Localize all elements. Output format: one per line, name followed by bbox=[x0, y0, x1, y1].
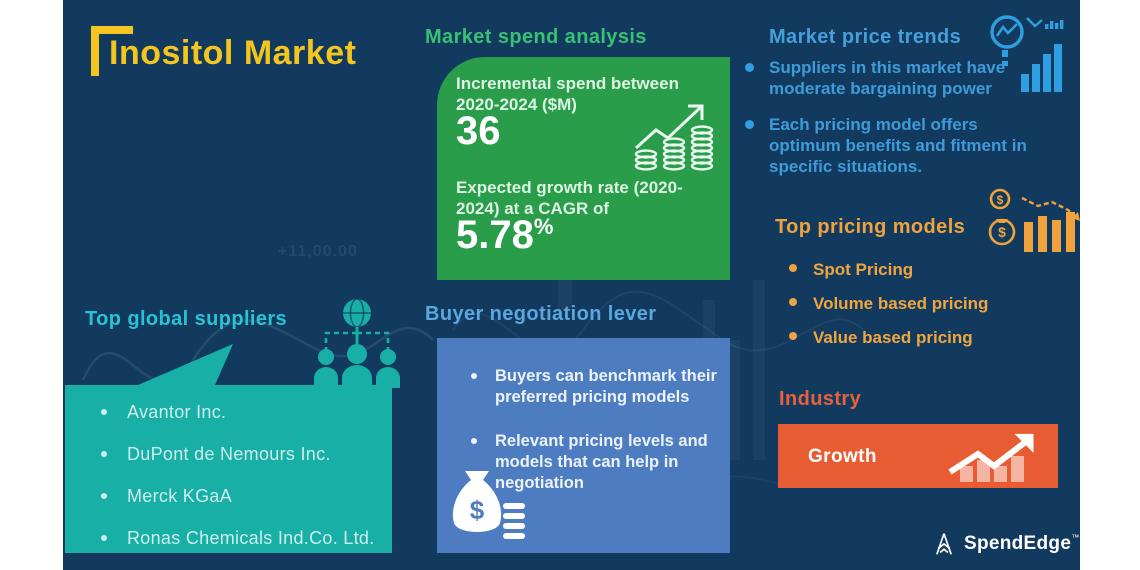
list-item: Relevant pricing levels and models that … bbox=[471, 431, 723, 493]
list-item: Merck KGaA bbox=[101, 486, 392, 507]
pricing-models-list: Spot Pricing Volume based pricing Value … bbox=[788, 260, 989, 362]
page-title: Inositol Market bbox=[109, 34, 357, 72]
svg-text:$: $ bbox=[470, 495, 485, 525]
svg-text:$: $ bbox=[997, 193, 1004, 207]
market-spend-header: Market spend analysis bbox=[425, 26, 647, 48]
list-item: Each pricing model offers optimum benefi… bbox=[745, 115, 1027, 176]
growth-arrow-bars-icon bbox=[948, 433, 1034, 482]
list-item: Suppliers in this market have moderate b… bbox=[745, 58, 1027, 99]
list-item: Ronas Chemicals Ind.Co. Ltd. bbox=[101, 528, 392, 549]
list-item: Spot Pricing bbox=[788, 260, 988, 280]
infographic-canvas: +11,00.00 Inositol Market Market spend a… bbox=[63, 0, 1080, 570]
trademark-symbol: ™ bbox=[1071, 532, 1080, 542]
brand-logo: SpendEdge ™ bbox=[931, 530, 1079, 558]
background-ticker-text: +11,00.00 bbox=[278, 243, 358, 260]
industry-value: Growth bbox=[808, 446, 877, 467]
list-item: Avantor Inc. bbox=[101, 402, 392, 423]
buyer-lever-header: Buyer negotiation lever bbox=[425, 303, 657, 325]
incremental-spend-value: 36 bbox=[456, 109, 501, 153]
magnifier-chart-icon bbox=[990, 15, 1064, 92]
svg-text:$: $ bbox=[998, 224, 1006, 240]
coins-growth-icon bbox=[634, 104, 714, 171]
money-bag-icon: $ bbox=[452, 471, 525, 539]
list-item: DuPont de Nemours Inc. bbox=[101, 444, 392, 465]
price-trends-header: Market price trends bbox=[769, 26, 962, 48]
growth-rate-label: Expected growth rate (2020-2024) at a CA… bbox=[456, 178, 683, 218]
brand-name: SpendEdge bbox=[964, 533, 1072, 554]
buyer-lever-card: Buyers can benchmark their preferred pri… bbox=[437, 338, 730, 553]
buyer-lever-list: Buyers can benchmark their preferred pri… bbox=[437, 338, 730, 493]
price-trends-list: Suppliers in this market have moderate b… bbox=[745, 58, 1045, 194]
growth-rate-value: 5.78% bbox=[456, 213, 553, 258]
market-spend-card: Incremental spend between 2020-2024 ($M)… bbox=[437, 57, 730, 280]
list-item: Buyers can benchmark their preferred pri… bbox=[471, 366, 723, 407]
suppliers-list: Avantor Inc. DuPont de Nemours Inc. Merc… bbox=[65, 344, 392, 549]
list-item: Volume based pricing bbox=[788, 294, 989, 313]
industry-card: Growth bbox=[778, 424, 1058, 488]
globe-network-people-icon bbox=[314, 298, 400, 388]
percent-sign: % bbox=[533, 214, 554, 239]
moneybags-bars-icon: $ $ bbox=[988, 188, 1080, 252]
pricing-models-header: Top pricing models bbox=[775, 216, 966, 238]
incremental-spend-label: Incremental spend between 2020-2024 ($M) bbox=[456, 74, 679, 114]
spendedge-logo-mark bbox=[936, 533, 952, 555]
corner-bracket-icon bbox=[91, 26, 133, 76]
growth-rate-number: 5.78 bbox=[456, 213, 534, 257]
suppliers-header: Top global suppliers bbox=[85, 308, 288, 330]
industry-header: Industry bbox=[779, 388, 862, 410]
list-item: Value based pricing bbox=[788, 328, 988, 348]
